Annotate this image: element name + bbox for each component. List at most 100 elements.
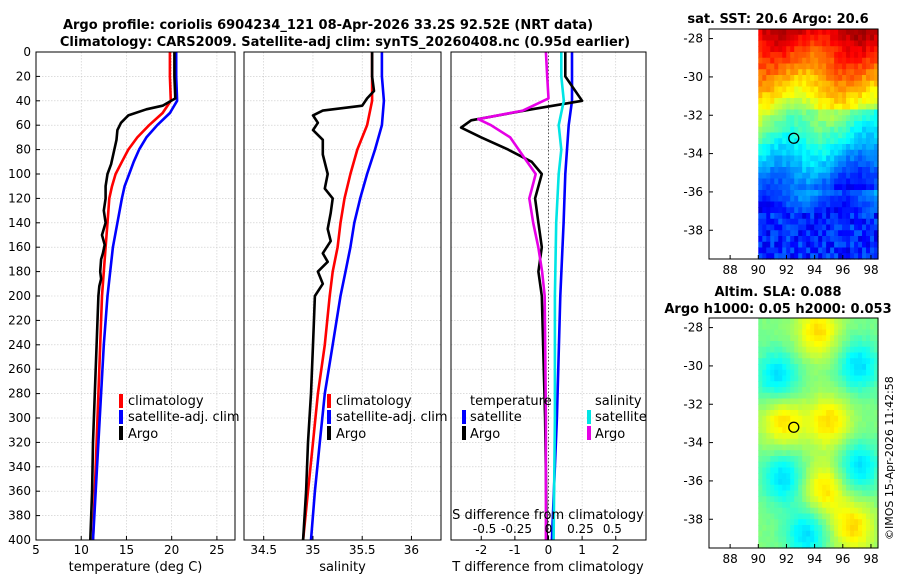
heatmap-cell [826, 507, 831, 515]
heatmap-cell [758, 253, 763, 260]
heatmap-cell [790, 167, 795, 174]
heatmap-cell [846, 115, 851, 122]
heatmap-cell [794, 496, 799, 503]
x-tick-label: 35.5 [349, 543, 376, 557]
heatmap-cell [758, 69, 763, 76]
legend-swatch-s-argo [587, 426, 591, 440]
heatmap-cell [870, 207, 875, 214]
heatmap-cell [866, 29, 871, 36]
heatmap-cell [822, 236, 827, 243]
heatmap-cell [766, 224, 771, 231]
heatmap-cell [870, 149, 875, 157]
heatmap-cell [850, 63, 855, 70]
heatmap-cell [810, 387, 815, 394]
heatmap-cell [866, 329, 871, 336]
heatmap-cell [762, 253, 767, 260]
heatmap-cell [762, 132, 767, 139]
heatmap-cell [842, 184, 847, 191]
heatmap-cell [758, 75, 763, 82]
heatmap-cell [874, 427, 879, 434]
heatmap-cell [770, 253, 775, 260]
heatmap-cell [786, 364, 791, 371]
heatmap-cell [818, 456, 823, 463]
heatmap-cell [794, 398, 799, 405]
heatmap-cell [838, 323, 843, 331]
heatmap-cell [838, 513, 843, 520]
heatmap-cell [758, 484, 763, 492]
heatmap-cell [770, 346, 775, 354]
heatmap-cell [866, 34, 871, 42]
heatmap-cell [758, 536, 763, 543]
heatmap-cell [854, 57, 859, 65]
heatmap-cell [770, 456, 775, 463]
heatmap-cell [806, 484, 811, 492]
heatmap-cell [822, 213, 827, 220]
heatmap-cell [858, 92, 863, 99]
heatmap-cell [870, 184, 875, 191]
heatmap-cell [790, 29, 795, 36]
heatmap-cell [814, 155, 819, 162]
heatmap-cell [826, 167, 831, 174]
heatmap-cell [866, 375, 871, 382]
heatmap-cell [822, 318, 827, 325]
heatmap-cell [846, 490, 851, 497]
heatmap-cell [814, 329, 819, 336]
heatmap-cell [770, 519, 775, 526]
heatmap-cell [798, 34, 803, 42]
heatmap-cell [850, 201, 855, 208]
heatmap-cell [862, 144, 867, 151]
legend-swatch-t-satellite [462, 410, 466, 424]
heatmap-cell [762, 213, 767, 220]
heatmap-cell [854, 415, 859, 423]
heatmap-cell [870, 224, 875, 231]
heatmap-cell [778, 75, 783, 82]
heatmap-cell [794, 161, 799, 168]
heatmap-cell [874, 178, 879, 185]
heatmap-cell [826, 207, 831, 214]
heatmap-cell [874, 496, 879, 503]
heatmap-cell [874, 207, 879, 214]
heatmap-cell [774, 490, 779, 497]
heatmap-cell [762, 410, 767, 417]
heatmap-cell [814, 178, 819, 185]
heatmap-cell [850, 502, 855, 509]
heatmap-cell [770, 121, 775, 128]
heatmap-cell [758, 236, 763, 243]
heatmap-cell [830, 542, 835, 549]
heatmap-cell [790, 392, 795, 400]
sla-map-frame [708, 317, 879, 549]
heatmap-cell [870, 178, 875, 185]
heatmap-cell [826, 352, 831, 359]
heatmap-cell [866, 92, 871, 99]
heatmap-cell [786, 149, 791, 157]
heatmap-cell [842, 490, 847, 497]
heatmap-cell [782, 115, 787, 122]
heatmap-cell [830, 195, 835, 203]
heatmap-cell [842, 421, 847, 428]
heatmap-cell [778, 98, 783, 105]
heatmap-cell [778, 121, 783, 128]
heatmap-cell [838, 98, 843, 105]
x-tick-label: 2 [612, 543, 620, 557]
heatmap-cell [826, 86, 831, 93]
line-argo [89, 52, 177, 540]
heatmap-cell [834, 40, 839, 47]
heatmap-cell [782, 195, 787, 203]
heatmap-cell [766, 207, 771, 214]
heatmap-cell [818, 438, 823, 446]
heatmap-cell [834, 86, 839, 93]
heatmap-cell [778, 427, 783, 434]
heatmap-cell [782, 398, 787, 405]
heatmap-cell [802, 52, 807, 59]
heatmap-cell [762, 335, 767, 342]
heatmap-cell [842, 149, 847, 157]
heatmap-cell [838, 241, 843, 249]
heatmap-cell [850, 161, 855, 168]
heatmap-cell [842, 69, 847, 76]
heatmap-cell [786, 52, 791, 59]
heatmap-cell [814, 75, 819, 82]
heatmap-cell [806, 121, 811, 128]
heatmap-cell [806, 318, 811, 325]
heatmap-cell [826, 63, 831, 70]
heatmap-cell [770, 57, 775, 65]
